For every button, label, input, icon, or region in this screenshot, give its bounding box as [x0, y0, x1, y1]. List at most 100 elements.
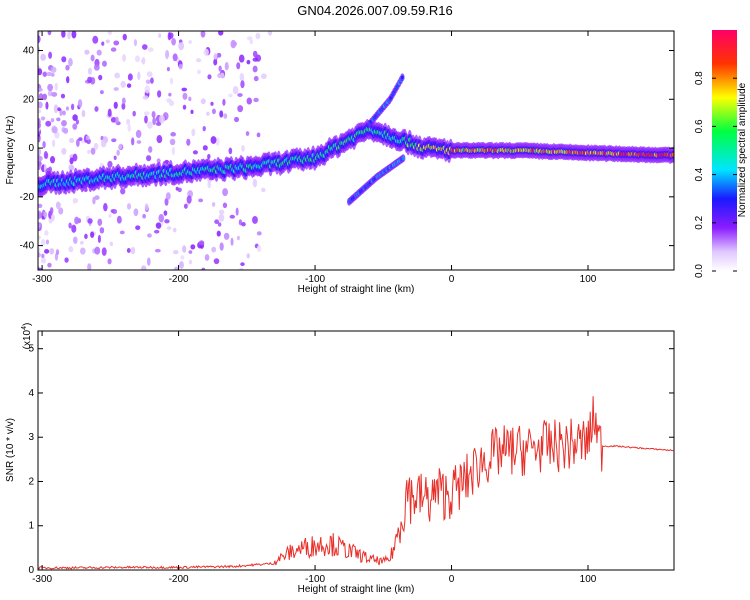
- noise-speck: [253, 97, 259, 103]
- noise-speck: [78, 137, 83, 141]
- noise-speck: [256, 132, 261, 138]
- noise-speck: [135, 225, 141, 230]
- noise-speck: [101, 247, 107, 256]
- noise-speck: [126, 248, 131, 254]
- noise-speck: [53, 104, 59, 113]
- spectrogram-y-axis: -40 -20 0 20 40: [20, 46, 674, 252]
- noise-speck: [38, 235, 41, 240]
- noise-speck: [40, 239, 46, 246]
- noise-speck: [267, 31, 273, 36]
- noise-speck: [46, 71, 53, 77]
- noise-speck: [219, 242, 224, 251]
- noise-speck: [213, 58, 218, 66]
- noise-speck: [213, 52, 218, 60]
- snr-x-axis: -300 -200 -100 0 100: [32, 331, 597, 585]
- noise-speck: [186, 195, 192, 204]
- noise-speck: [49, 207, 54, 215]
- noise-speck: [79, 247, 86, 255]
- noise-speck: [76, 138, 80, 147]
- colorbar-ticks: 0.0 0.2 0.4 0.6 0.8: [694, 71, 737, 278]
- noise-speck: [141, 265, 147, 270]
- noise-speck: [113, 87, 119, 91]
- noise-speck: [111, 138, 117, 143]
- noise-speck: [218, 31, 224, 36]
- noise-speck: [172, 53, 178, 62]
- noise-speck: [52, 139, 56, 148]
- noise-speck: [85, 135, 90, 141]
- noise-speck: [133, 208, 139, 217]
- snr-y-label: SNR (10 * v/v): [5, 418, 16, 482]
- noise-speck: [47, 83, 53, 92]
- noise-speck: [144, 85, 150, 94]
- noise-speck: [191, 128, 196, 137]
- noise-speck: [72, 123, 78, 130]
- noise-speck: [116, 215, 122, 224]
- noise-speck: [152, 117, 157, 126]
- noise-speck: [164, 219, 170, 224]
- noise-speck: [246, 36, 253, 41]
- noise-speck: [87, 76, 93, 84]
- noise-speck: [68, 57, 73, 67]
- noise-speck: [171, 146, 176, 156]
- noise-speck: [122, 54, 126, 62]
- noise-speck: [56, 117, 61, 122]
- noise-speck: [96, 49, 102, 56]
- noise-speck: [169, 77, 174, 85]
- y-tick-label: 1: [28, 521, 34, 532]
- noise-speck: [219, 72, 225, 79]
- noise-speck: [93, 64, 100, 71]
- y-tick-label: 3: [28, 432, 34, 443]
- noise-speck: [210, 101, 214, 106]
- x-tick-label: 0: [449, 574, 455, 585]
- noise-speck: [215, 137, 220, 146]
- branch-core: [401, 156, 405, 161]
- noise-speck: [155, 122, 162, 126]
- noise-speck: [127, 123, 131, 132]
- noise-speck: [159, 114, 165, 124]
- noise-speck: [113, 155, 117, 161]
- snr-panel: -300 -200 -100 0 100 0 1 2 3 4 5 Height of straig…: [5, 323, 675, 595]
- noise-speck: [190, 244, 196, 250]
- y-tick-label: 2: [28, 476, 34, 487]
- noise-speck: [180, 255, 185, 260]
- noise-speck: [81, 109, 86, 118]
- noise-speck: [80, 240, 84, 245]
- noise-speck: [94, 246, 101, 255]
- noise-speck: [44, 230, 49, 236]
- noise-speck: [75, 119, 79, 125]
- noise-speck: [113, 101, 118, 109]
- noise-speck: [249, 39, 253, 45]
- noise-speck: [55, 201, 61, 210]
- noise-speck: [198, 198, 204, 203]
- noise-speck: [64, 257, 69, 263]
- noise-speck: [134, 55, 141, 63]
- x-tick-label: -100: [305, 574, 325, 585]
- noise-speck: [87, 67, 93, 75]
- noise-speck: [165, 49, 170, 59]
- noise-speck: [150, 77, 154, 84]
- noise-speck: [127, 73, 133, 81]
- noise-speck: [121, 97, 126, 105]
- noise-speck: [246, 97, 252, 105]
- noise-speck: [38, 210, 42, 219]
- noise-speck: [218, 65, 222, 72]
- noise-speck: [49, 156, 56, 164]
- noise-speck: [256, 231, 262, 236]
- noise-speck: [178, 63, 183, 70]
- noise-speck: [45, 239, 50, 245]
- noise-speck: [38, 35, 41, 44]
- spectrogram-x-label: Height of straight line (km): [298, 284, 415, 295]
- noise-speck: [222, 98, 226, 106]
- noise-speck: [241, 145, 245, 152]
- noise-speck: [241, 222, 246, 227]
- x-tick-label: 100: [580, 274, 597, 285]
- noise-speck: [210, 136, 217, 144]
- noise-speck: [222, 188, 228, 197]
- noise-speck: [47, 31, 52, 36]
- noise-speck: [42, 141, 46, 149]
- noise-speck: [154, 248, 161, 253]
- noise-speck: [165, 192, 171, 200]
- noise-speck: [72, 114, 78, 121]
- noise-speck: [235, 207, 239, 216]
- noise-speck: [143, 111, 150, 116]
